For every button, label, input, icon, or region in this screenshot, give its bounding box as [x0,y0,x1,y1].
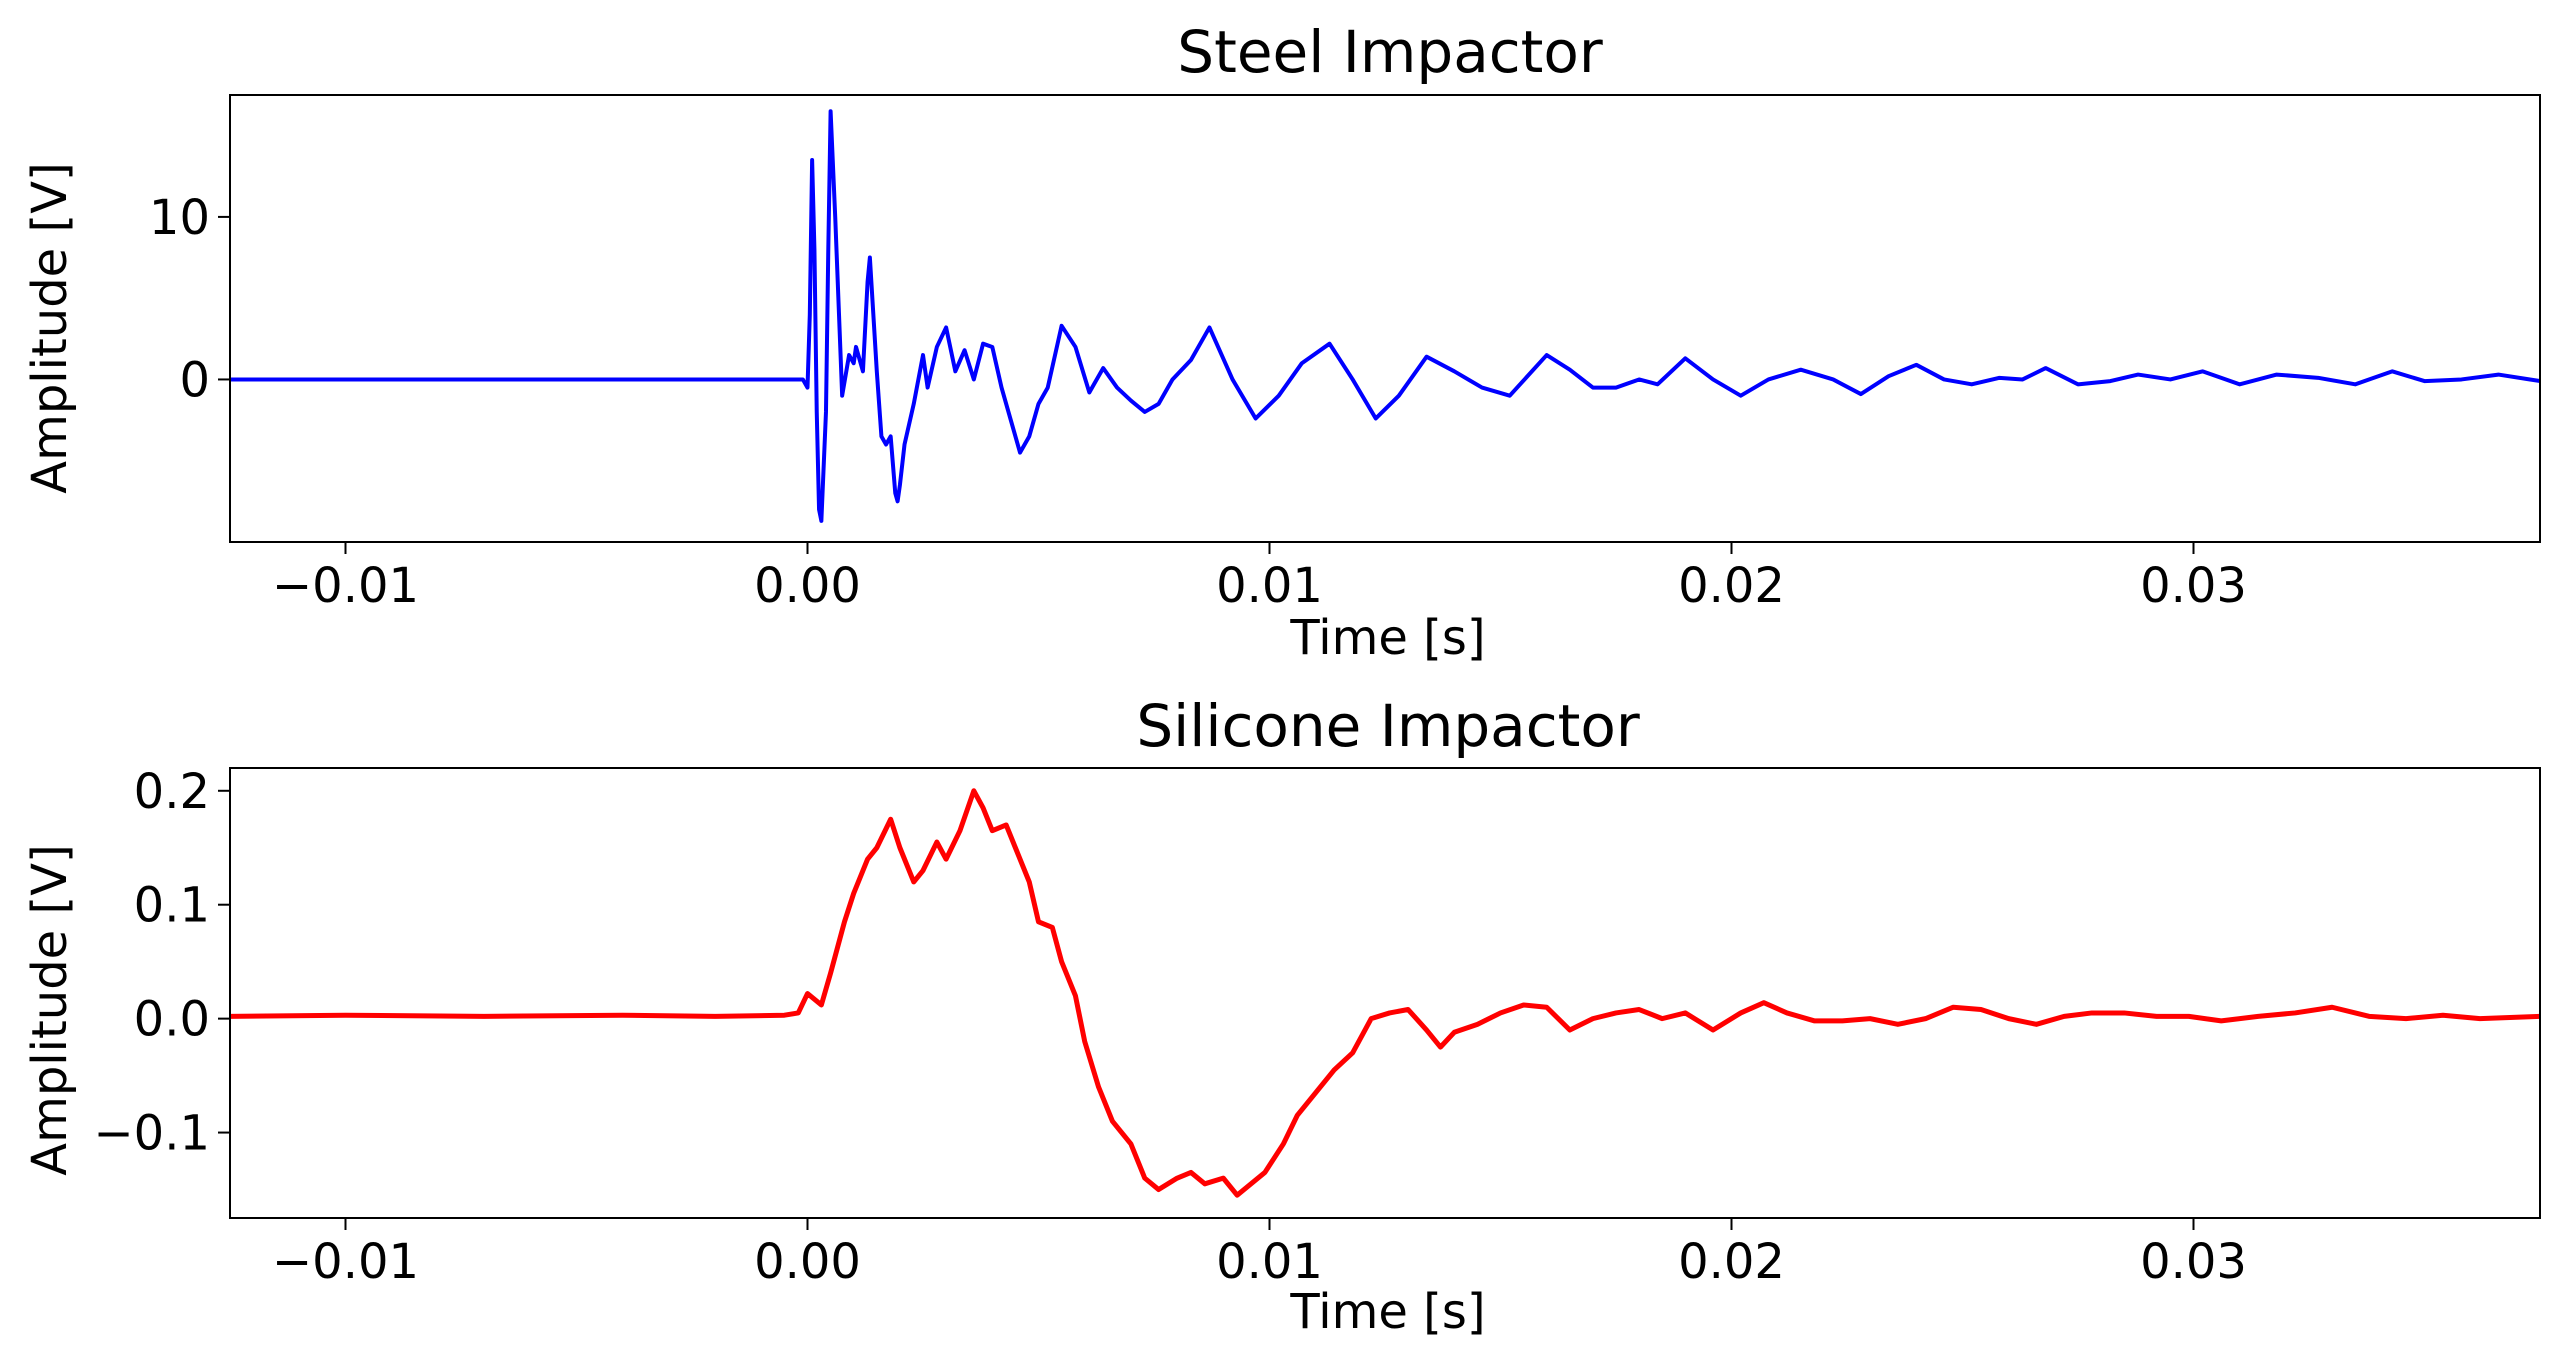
steel-impactor-chart: Steel Impactor Amplitude [V] Time [s] −0… [22,18,2541,666]
x-tick-label: 0.00 [754,1234,861,1290]
plot-frame [229,767,2541,1219]
x-tick-label: 0.02 [1678,1234,1785,1290]
y-axis-label: Amplitude [V] [22,162,78,494]
y-tick-label: 0.0 [134,992,210,1048]
ticks-group: −0.01 0.00 0.01 0.02 0.03 −0.1 0.0 0.1 0.2 [93,764,2247,1290]
x-tick-label: 0.02 [1678,558,1785,614]
plot-frame [229,94,2541,543]
y-tick-label: 0.2 [134,764,210,820]
x-tick-label: −0.01 [272,558,419,614]
series-group [230,109,2540,523]
chart-title: Steel Impactor [1177,18,1603,86]
y-tick-label: 0 [179,352,210,408]
series-line [230,788,2540,1198]
x-tick-label: 0.03 [2140,1234,2247,1290]
chart-title: Silicone Impactor [1136,692,1639,760]
x-axis-label: Time [s] [1289,1284,1485,1340]
series-group [230,788,2540,1198]
ticks-group: −0.01 0.00 0.01 0.02 0.03 0 10 [149,190,2247,614]
series-line [230,109,2540,523]
x-tick-label: 0.00 [754,558,861,614]
x-tick-label: −0.01 [272,1234,419,1290]
x-tick-label: 0.03 [2140,558,2247,614]
x-axis-label: Time [s] [1289,610,1485,666]
x-tick-label: 0.01 [1216,1234,1323,1290]
silicone-impactor-chart: Silicone Impactor Amplitude [V] Time [s]… [22,692,2541,1340]
y-axis-label: Amplitude [V] [22,844,78,1176]
y-tick-label: 10 [149,190,210,246]
y-tick-label: 0.1 [134,878,210,934]
y-tick-label: −0.1 [93,1106,210,1162]
x-tick-label: 0.01 [1216,558,1323,614]
